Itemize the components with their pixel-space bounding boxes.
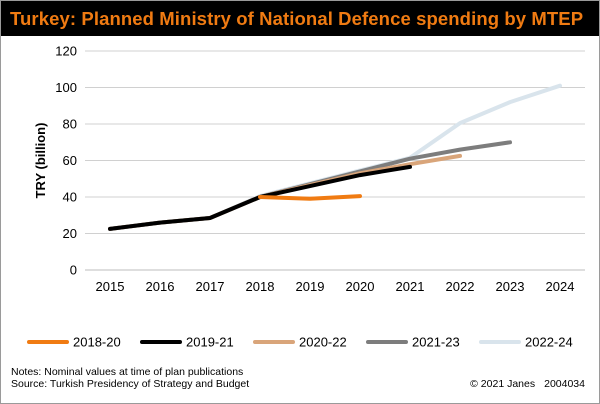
title-bar: Turkey: Planned Ministry of National Def… (1, 1, 599, 36)
legend-label: 2021-23 (412, 335, 460, 350)
source-text: Source: Turkish Presidency of Strategy a… (11, 378, 250, 390)
x-tick-label: 2023 (496, 279, 525, 294)
y-tick-label: 100 (55, 80, 77, 95)
x-tick-label: 2017 (196, 279, 225, 294)
chart-title: Turkey: Planned Ministry of National Def… (10, 8, 584, 29)
series-line-2018-20 (258, 194, 362, 201)
x-tick-label: 2024 (546, 279, 575, 294)
image-code: 2004034 (544, 378, 585, 390)
x-tick-label: 2021 (396, 279, 425, 294)
y-tick-label: 120 (55, 44, 77, 59)
legend-label: 2019-21 (186, 335, 234, 350)
y-tick-label: 0 (70, 263, 77, 278)
credit: © 2021 Janes 2004034 (470, 378, 585, 390)
legend-label: 2018-20 (73, 335, 121, 350)
y-tick-label: 80 (63, 117, 77, 132)
x-tick-label: 2019 (296, 279, 325, 294)
x-tick-label: 2016 (146, 279, 175, 294)
x-tick-label: 2015 (96, 279, 125, 294)
x-tick-label: 2020 (346, 279, 375, 294)
x-tick-label: 2018 (246, 279, 275, 294)
line-chart: 0 20 40 60 80 100 120 2015 2016 2017 2018 2019 2020 2… (27, 44, 585, 350)
y-tick-label: 60 (63, 153, 77, 168)
series-line-2022-24 (108, 83, 562, 231)
notes-text: Notes: Nominal values at time of plan pu… (11, 366, 244, 378)
series-lines (108, 83, 562, 231)
legend-label: 2020-22 (299, 335, 347, 350)
x-tick-label: 2022 (446, 279, 475, 294)
copyright-text: © 2021 Janes (470, 378, 536, 390)
footnotes: Notes: Nominal values at time of plan pu… (11, 366, 249, 390)
y-tick-label: 20 (63, 226, 77, 241)
axes: 0 20 40 60 80 100 120 2015 2016 2017 2018 2019 2020 2… (33, 44, 585, 294)
legend: 2018-20 2019-21 2020-22 2021-23 2022-24 (27, 335, 573, 350)
y-axis-label: TRY (billion) (33, 123, 48, 199)
y-tick-label: 40 (63, 190, 77, 205)
legend-label: 2022-24 (525, 335, 573, 350)
